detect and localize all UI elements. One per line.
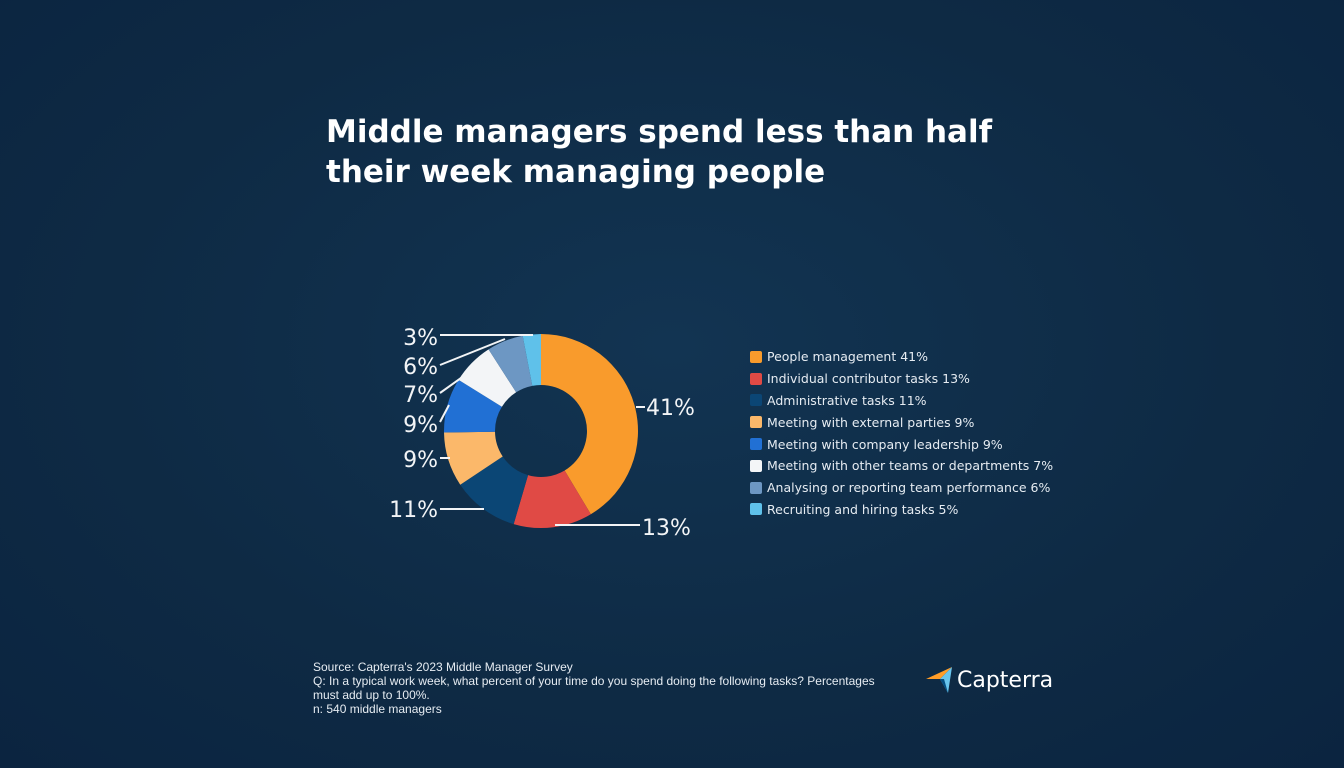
data-label: 7% xyxy=(403,383,438,408)
donut-slice xyxy=(541,334,638,515)
sample-size-text: n: 540 middle managers xyxy=(313,702,442,716)
legend-swatch xyxy=(750,481,762,494)
data-label: 11% xyxy=(389,498,438,523)
legend-swatch xyxy=(750,350,762,363)
data-label: 13% xyxy=(642,516,691,541)
source-text: Source: Capterra's 2023 Middle Manager S… xyxy=(313,660,573,674)
legend-item: Individual contributor tasks 13% xyxy=(750,368,1053,390)
data-label: 41% xyxy=(646,396,695,421)
legend-label: Analysing or reporting team performance … xyxy=(767,480,1051,496)
donut-slice xyxy=(522,334,541,386)
legend-swatch xyxy=(750,416,762,429)
data-label: 9% xyxy=(403,448,438,473)
data-label: 9% xyxy=(403,413,438,438)
legend-label: Individual contributor tasks 13% xyxy=(767,371,970,387)
legend: People management 41% Individual contribu… xyxy=(750,346,1053,520)
legend-swatch xyxy=(750,438,762,451)
legend-label: Recruiting and hiring tasks 5% xyxy=(767,501,959,517)
question-text: Q: In a typical work week, what percent … xyxy=(313,674,875,702)
legend-label: People management 41% xyxy=(767,349,928,365)
data-label: 6% xyxy=(403,355,438,380)
legend-label: Administrative tasks 11% xyxy=(767,392,927,408)
donut-slice xyxy=(488,335,533,393)
data-label: 3% xyxy=(403,326,438,351)
legend-item: Analysing or reporting team performance … xyxy=(750,477,1053,499)
donut-slice xyxy=(458,349,517,407)
leader-line xyxy=(439,338,506,366)
legend-item: Meeting with company leadership 9% xyxy=(750,433,1053,455)
donut-slice xyxy=(460,456,529,525)
capterra-logo-text: Capterra xyxy=(957,667,1054,693)
donut-slice xyxy=(513,470,591,528)
legend-item: Administrative tasks 11% xyxy=(750,390,1053,412)
legend-item: Recruiting and hiring tasks 5% xyxy=(750,499,1053,521)
capterra-logo: Capterra xyxy=(926,667,1053,693)
chart-title: Middle managers spend less than half the… xyxy=(326,114,993,190)
legend-swatch xyxy=(750,394,762,407)
legend-item: People management 41% xyxy=(750,346,1053,368)
legend-item: Meeting with other teams or departments … xyxy=(750,455,1053,477)
donut-slice xyxy=(444,431,503,485)
legend-item: Meeting with external parties 9% xyxy=(750,411,1053,433)
source-notes: Source: Capterra's 2023 Middle Manager S… xyxy=(313,660,893,716)
legend-label: Meeting with external parties 9% xyxy=(767,414,975,430)
capterra-logo-icon xyxy=(926,667,952,693)
legend-swatch xyxy=(750,503,762,516)
legend-swatch xyxy=(750,372,762,385)
leader-line xyxy=(439,372,469,394)
leader-line xyxy=(439,404,450,423)
legend-swatch xyxy=(750,459,762,472)
donut-slice xyxy=(443,379,502,433)
legend-label: Meeting with other teams or departments … xyxy=(767,458,1054,474)
legend-label: Meeting with company leadership 9% xyxy=(767,436,1003,452)
